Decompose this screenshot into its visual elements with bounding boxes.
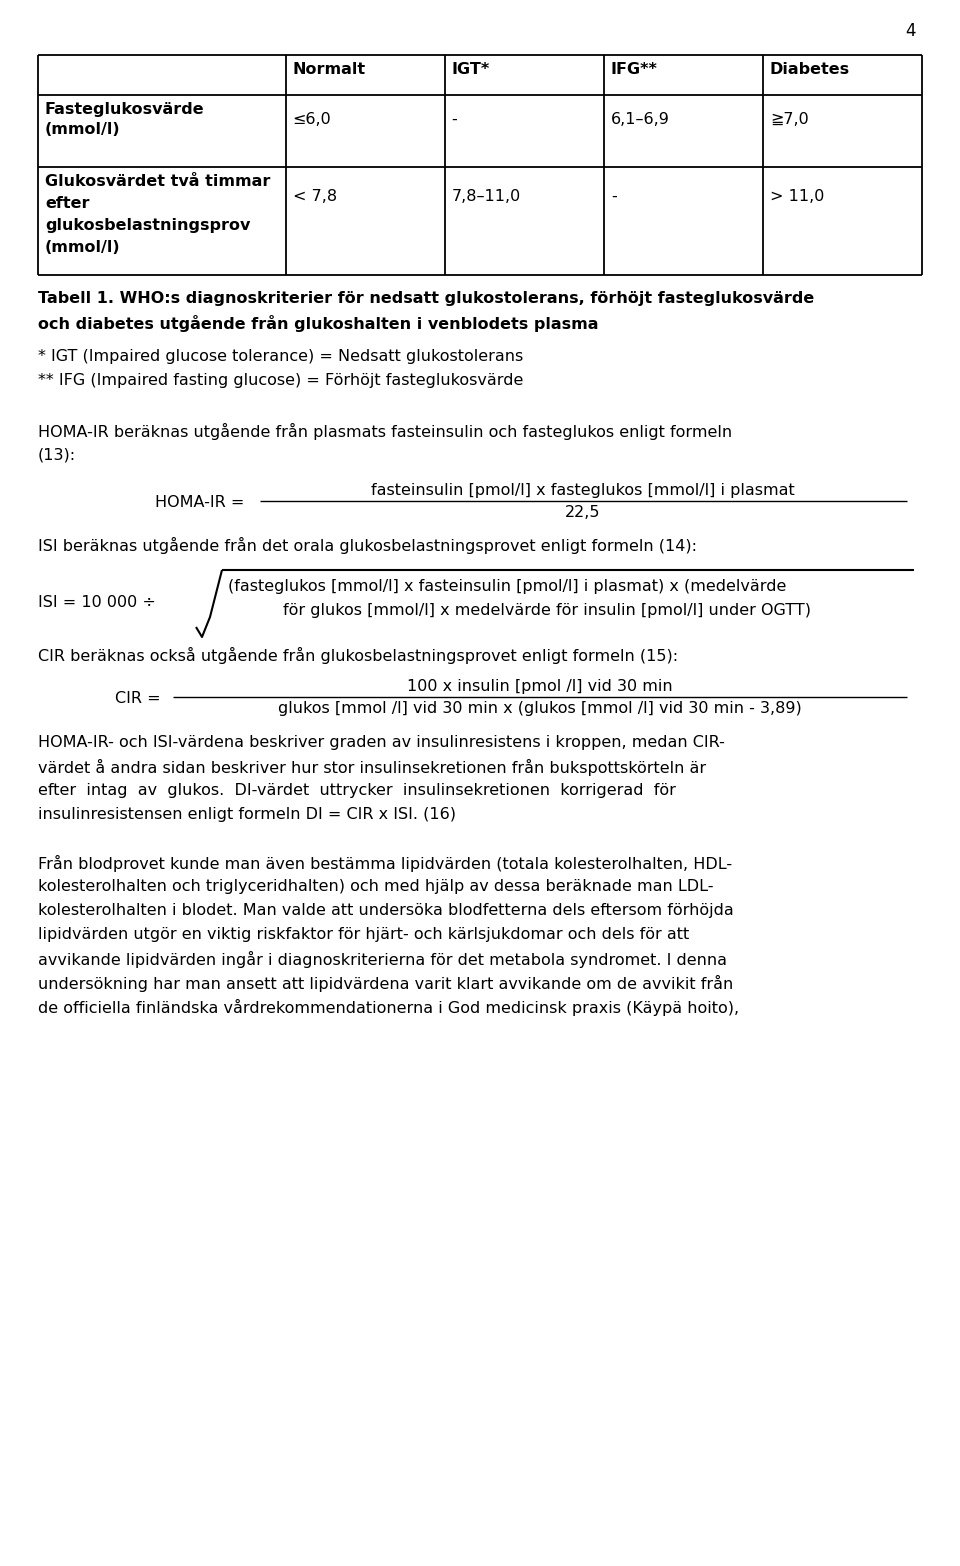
Text: IGT*: IGT* xyxy=(451,63,490,77)
Text: ** IFG (Impaired fasting glucose) = Förhöjt fasteglukosvärde: ** IFG (Impaired fasting glucose) = Förh… xyxy=(38,373,523,388)
Text: ≤6,0: ≤6,0 xyxy=(293,113,331,127)
Text: (fasteglukos [mmol/l] x fasteinsulin [pmol/l] i plasmat) x (medelvärde: (fasteglukos [mmol/l] x fasteinsulin [pm… xyxy=(228,579,786,594)
Text: 22,5: 22,5 xyxy=(565,504,601,520)
Text: > 11,0: > 11,0 xyxy=(770,189,825,204)
Text: avvikande lipidvärden ingår i diagnoskriterierna för det metabola syndromet. I d: avvikande lipidvärden ingår i diagnoskri… xyxy=(38,951,727,968)
Text: glukos [mmol /l] vid 30 min x (glukos [mmol /l] vid 30 min - 3,89): glukos [mmol /l] vid 30 min x (glukos [m… xyxy=(278,702,802,716)
Text: Tabell 1. WHO:s diagnoskriterier för nedsatt glukostolerans, förhöjt fasteglukos: Tabell 1. WHO:s diagnoskriterier för ned… xyxy=(38,291,814,305)
Text: undersökning har man ansett att lipidvärdena varit klart avvikande om de avvikit: undersökning har man ansett att lipidvär… xyxy=(38,976,733,991)
Text: CIR beräknas också utgående från glukosbelastningsprovet enligt formeln (15):: CIR beräknas också utgående från glukosb… xyxy=(38,647,678,664)
Text: fasteinsulin [pmol/l] x fasteglukos [mmol/l] i plasmat: fasteinsulin [pmol/l] x fasteglukos [mmo… xyxy=(372,482,795,498)
Text: Normalt: Normalt xyxy=(293,63,366,77)
Text: Diabetes: Diabetes xyxy=(770,63,850,77)
Text: < 7,8: < 7,8 xyxy=(293,189,337,204)
Text: HOMA-IR =: HOMA-IR = xyxy=(155,495,245,511)
Text: insulinresistensen enligt formeln DI = CIR x ISI. (16): insulinresistensen enligt formeln DI = C… xyxy=(38,806,456,822)
Text: kolesterolhalten i blodet. Man valde att undersöka blodfetterna dels eftersom fö: kolesterolhalten i blodet. Man valde att… xyxy=(38,904,733,918)
Text: IFG**: IFG** xyxy=(611,63,658,77)
Text: -: - xyxy=(451,113,457,127)
Text: Fasteglukosvärde: Fasteglukosvärde xyxy=(45,102,204,117)
Text: 7,8–11,0: 7,8–11,0 xyxy=(451,189,521,204)
Text: lipidvärden utgör en viktig riskfaktor för hjärt- och kärlsjukdomar och dels för: lipidvärden utgör en viktig riskfaktor f… xyxy=(38,927,689,943)
Text: (13):: (13): xyxy=(38,446,76,462)
Text: efter: efter xyxy=(45,196,89,211)
Text: för glukos [mmol/l] x medelvärde för insulin [pmol/l] under OGTT): för glukos [mmol/l] x medelvärde för ins… xyxy=(283,603,811,619)
Text: ISI beräknas utgående från det orala glukosbelastningsprovet enligt formeln (14): ISI beräknas utgående från det orala glu… xyxy=(38,537,697,554)
Text: 6,1–6,9: 6,1–6,9 xyxy=(611,113,670,127)
Text: CIR =: CIR = xyxy=(115,691,160,706)
Text: -: - xyxy=(611,189,616,204)
Text: (mmol/l): (mmol/l) xyxy=(45,122,121,136)
Text: kolesterolhalten och triglyceridhalten) och med hjälp av dessa beräknade man LDL: kolesterolhalten och triglyceridhalten) … xyxy=(38,879,713,894)
Text: HOMA-IR- och ISI-värdena beskriver graden av insulinresistens i kroppen, medan C: HOMA-IR- och ISI-värdena beskriver grade… xyxy=(38,734,725,750)
Text: Glukosvärdet två timmar: Glukosvärdet två timmar xyxy=(45,174,271,189)
Text: Från blodprovet kunde man även bestämma lipidvärden (totala kolesterolhalten, HD: Från blodprovet kunde man även bestämma … xyxy=(38,855,732,872)
Text: värdet å andra sidan beskriver hur stor insulinsekretionen från bukspottskörteln: värdet å andra sidan beskriver hur stor … xyxy=(38,760,707,777)
Text: ISI = 10 000 ÷: ISI = 10 000 ÷ xyxy=(38,595,156,611)
Text: 100 x insulin [pmol /l] vid 30 min: 100 x insulin [pmol /l] vid 30 min xyxy=(407,680,673,694)
Text: de officiella finländska vårdrekommendationerna i God medicinsk praxis (Käypä ho: de officiella finländska vårdrekommendat… xyxy=(38,999,739,1016)
Text: ≧7,0: ≧7,0 xyxy=(770,113,808,127)
Text: 4: 4 xyxy=(905,22,916,41)
Text: och diabetes utgående från glukoshalten i venblodets plasma: och diabetes utgående från glukoshalten … xyxy=(38,315,598,332)
Text: (mmol/l): (mmol/l) xyxy=(45,240,121,255)
Text: glukosbelastningsprov: glukosbelastningsprov xyxy=(45,218,251,233)
Text: HOMA-IR beräknas utgående från plasmats fasteinsulin och fasteglukos enligt form: HOMA-IR beräknas utgående från plasmats … xyxy=(38,423,732,440)
Text: * IGT (Impaired glucose tolerance) = Nedsatt glukostolerans: * IGT (Impaired glucose tolerance) = Ned… xyxy=(38,349,523,363)
Text: efter  intag  av  glukos.  DI-värdet  uttrycker  insulinsekretionen  korrigerad : efter intag av glukos. DI-värdet uttryck… xyxy=(38,783,676,799)
